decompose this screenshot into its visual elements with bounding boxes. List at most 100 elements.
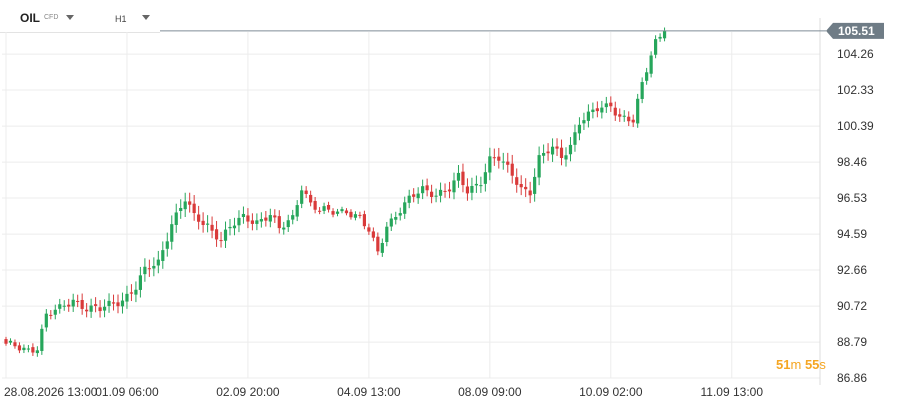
candle-body (389, 218, 393, 227)
candle-body (129, 292, 134, 294)
candle (98, 300, 102, 318)
chevron-down-icon[interactable] (66, 15, 74, 20)
candle (631, 114, 635, 128)
candle (533, 168, 537, 202)
candle (483, 163, 487, 192)
symbol-label[interactable]: OIL (20, 11, 40, 25)
candle (111, 294, 116, 311)
candle-body (331, 211, 335, 215)
candle (197, 205, 201, 230)
candle (595, 101, 599, 118)
candle (71, 293, 75, 312)
candle (649, 51, 653, 78)
candle (232, 217, 237, 236)
price-tag-label: 105.51 (838, 24, 875, 38)
y-tick-label: 100.39 (837, 119, 874, 133)
candle-body (613, 107, 617, 116)
candle-body (116, 302, 120, 307)
candle-body (44, 313, 48, 328)
candle-body (470, 185, 474, 193)
candle (407, 189, 411, 209)
candle (268, 208, 272, 228)
candle (586, 104, 590, 128)
candle (474, 175, 478, 193)
current-price-tag: 105.51 (826, 22, 884, 39)
candle (273, 209, 277, 223)
candle (152, 257, 156, 277)
candle (559, 139, 564, 166)
candle-body (385, 226, 389, 243)
candle (421, 179, 425, 200)
candle (228, 219, 232, 236)
candle (430, 184, 434, 204)
candle (501, 152, 505, 170)
candle (31, 343, 35, 356)
candle-body (98, 307, 102, 312)
candle (658, 33, 662, 42)
candle-body (111, 302, 116, 304)
candle (645, 67, 649, 85)
candle-body (582, 120, 586, 124)
candle (192, 195, 196, 221)
candle-body (273, 215, 277, 218)
candle-body (425, 185, 429, 191)
candle-body (604, 103, 608, 108)
candle (609, 96, 613, 112)
candle-body (277, 216, 281, 229)
candle (13, 339, 17, 349)
candle (214, 220, 219, 247)
candle-body (600, 107, 604, 113)
candle-body (62, 305, 66, 307)
candle (161, 241, 165, 269)
timeframe-label[interactable]: H1 (115, 14, 127, 24)
candle-body (309, 194, 313, 203)
candle (371, 227, 375, 242)
candle (349, 209, 353, 220)
candle (622, 110, 626, 122)
candle-body (76, 300, 80, 302)
candle (389, 213, 393, 231)
y-tick-label: 92.66 (837, 263, 867, 277)
chart-toolbar: OIL CFD H1 (0, 0, 160, 33)
candle-body (264, 217, 268, 221)
candle-body (662, 30, 667, 39)
candle-body (335, 211, 340, 214)
candle-body (259, 219, 263, 222)
chevron-down-icon[interactable] (142, 15, 150, 20)
candle-body (555, 146, 559, 149)
candle (618, 108, 622, 122)
candle-body (94, 304, 98, 306)
candle (223, 221, 228, 248)
candle-body (550, 146, 555, 155)
candle-body (17, 345, 22, 351)
candle (326, 201, 331, 213)
candle-body (219, 240, 223, 242)
candle (344, 208, 349, 216)
candle-body (447, 189, 452, 192)
candle-body (430, 191, 434, 197)
candle (147, 259, 151, 277)
candle (519, 175, 523, 196)
candle-body (71, 299, 75, 307)
candle-body (165, 241, 169, 249)
candle-body (510, 163, 514, 176)
candle-body (568, 144, 573, 155)
candle-body (13, 342, 17, 347)
candle (353, 211, 358, 221)
candle-body (438, 189, 443, 196)
candle (237, 210, 241, 233)
candle-body (407, 195, 411, 203)
candle (309, 190, 313, 207)
candle (662, 27, 667, 42)
candle-body (586, 111, 590, 121)
candle-body (313, 200, 317, 210)
candle-body (506, 161, 510, 165)
candle-body (456, 172, 461, 181)
candle (291, 209, 295, 225)
candle-body (107, 300, 111, 307)
candle-body (479, 185, 483, 187)
candle (331, 208, 335, 218)
candle-body (488, 156, 492, 173)
